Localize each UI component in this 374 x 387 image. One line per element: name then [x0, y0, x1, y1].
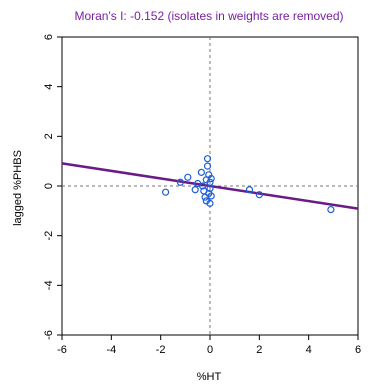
- x-tick-label: 6: [355, 344, 361, 356]
- data-point: [255, 191, 263, 199]
- data-point: [203, 162, 212, 170]
- y-tick-label: 6: [43, 34, 55, 40]
- data-point: [327, 205, 335, 214]
- y-tick-label: -6: [43, 330, 55, 340]
- data-point: [203, 155, 212, 163]
- data-point: [206, 199, 214, 207]
- y-tick-label: -2: [43, 231, 55, 241]
- data-point: [162, 188, 170, 196]
- data-point: [207, 174, 215, 183]
- x-tick-label: -6: [57, 344, 67, 356]
- y-tick-label: 0: [43, 183, 55, 189]
- data-point: [197, 168, 205, 176]
- plot-area: -6 -4 -2 0 2 4 6 -6 -4 -2 0 2 4 6: [43, 34, 361, 356]
- x-tick-label: 0: [207, 344, 213, 356]
- data-point: [207, 192, 215, 200]
- y-axis-label: lagged %PHBS: [12, 150, 24, 226]
- chart-title: Moran's I: -0.152 (isolates in weights a…: [74, 9, 343, 23]
- x-axis-label: %HT: [197, 371, 222, 383]
- data-point: [245, 186, 254, 194]
- y-tick-label: 4: [43, 84, 55, 90]
- data-point: [176, 178, 184, 186]
- x-tick-label: -4: [106, 344, 116, 356]
- data-point: [201, 193, 209, 201]
- x-tick-label: 4: [306, 344, 312, 356]
- x-tick-label: 2: [256, 344, 262, 356]
- y-tick-label: 2: [43, 133, 55, 139]
- data-point: [191, 186, 199, 194]
- data-point: [199, 182, 207, 190]
- data-point: [206, 184, 214, 193]
- y-tick-label: -4: [43, 280, 55, 290]
- data-point: [184, 173, 192, 181]
- x-tick-label: -2: [156, 344, 166, 356]
